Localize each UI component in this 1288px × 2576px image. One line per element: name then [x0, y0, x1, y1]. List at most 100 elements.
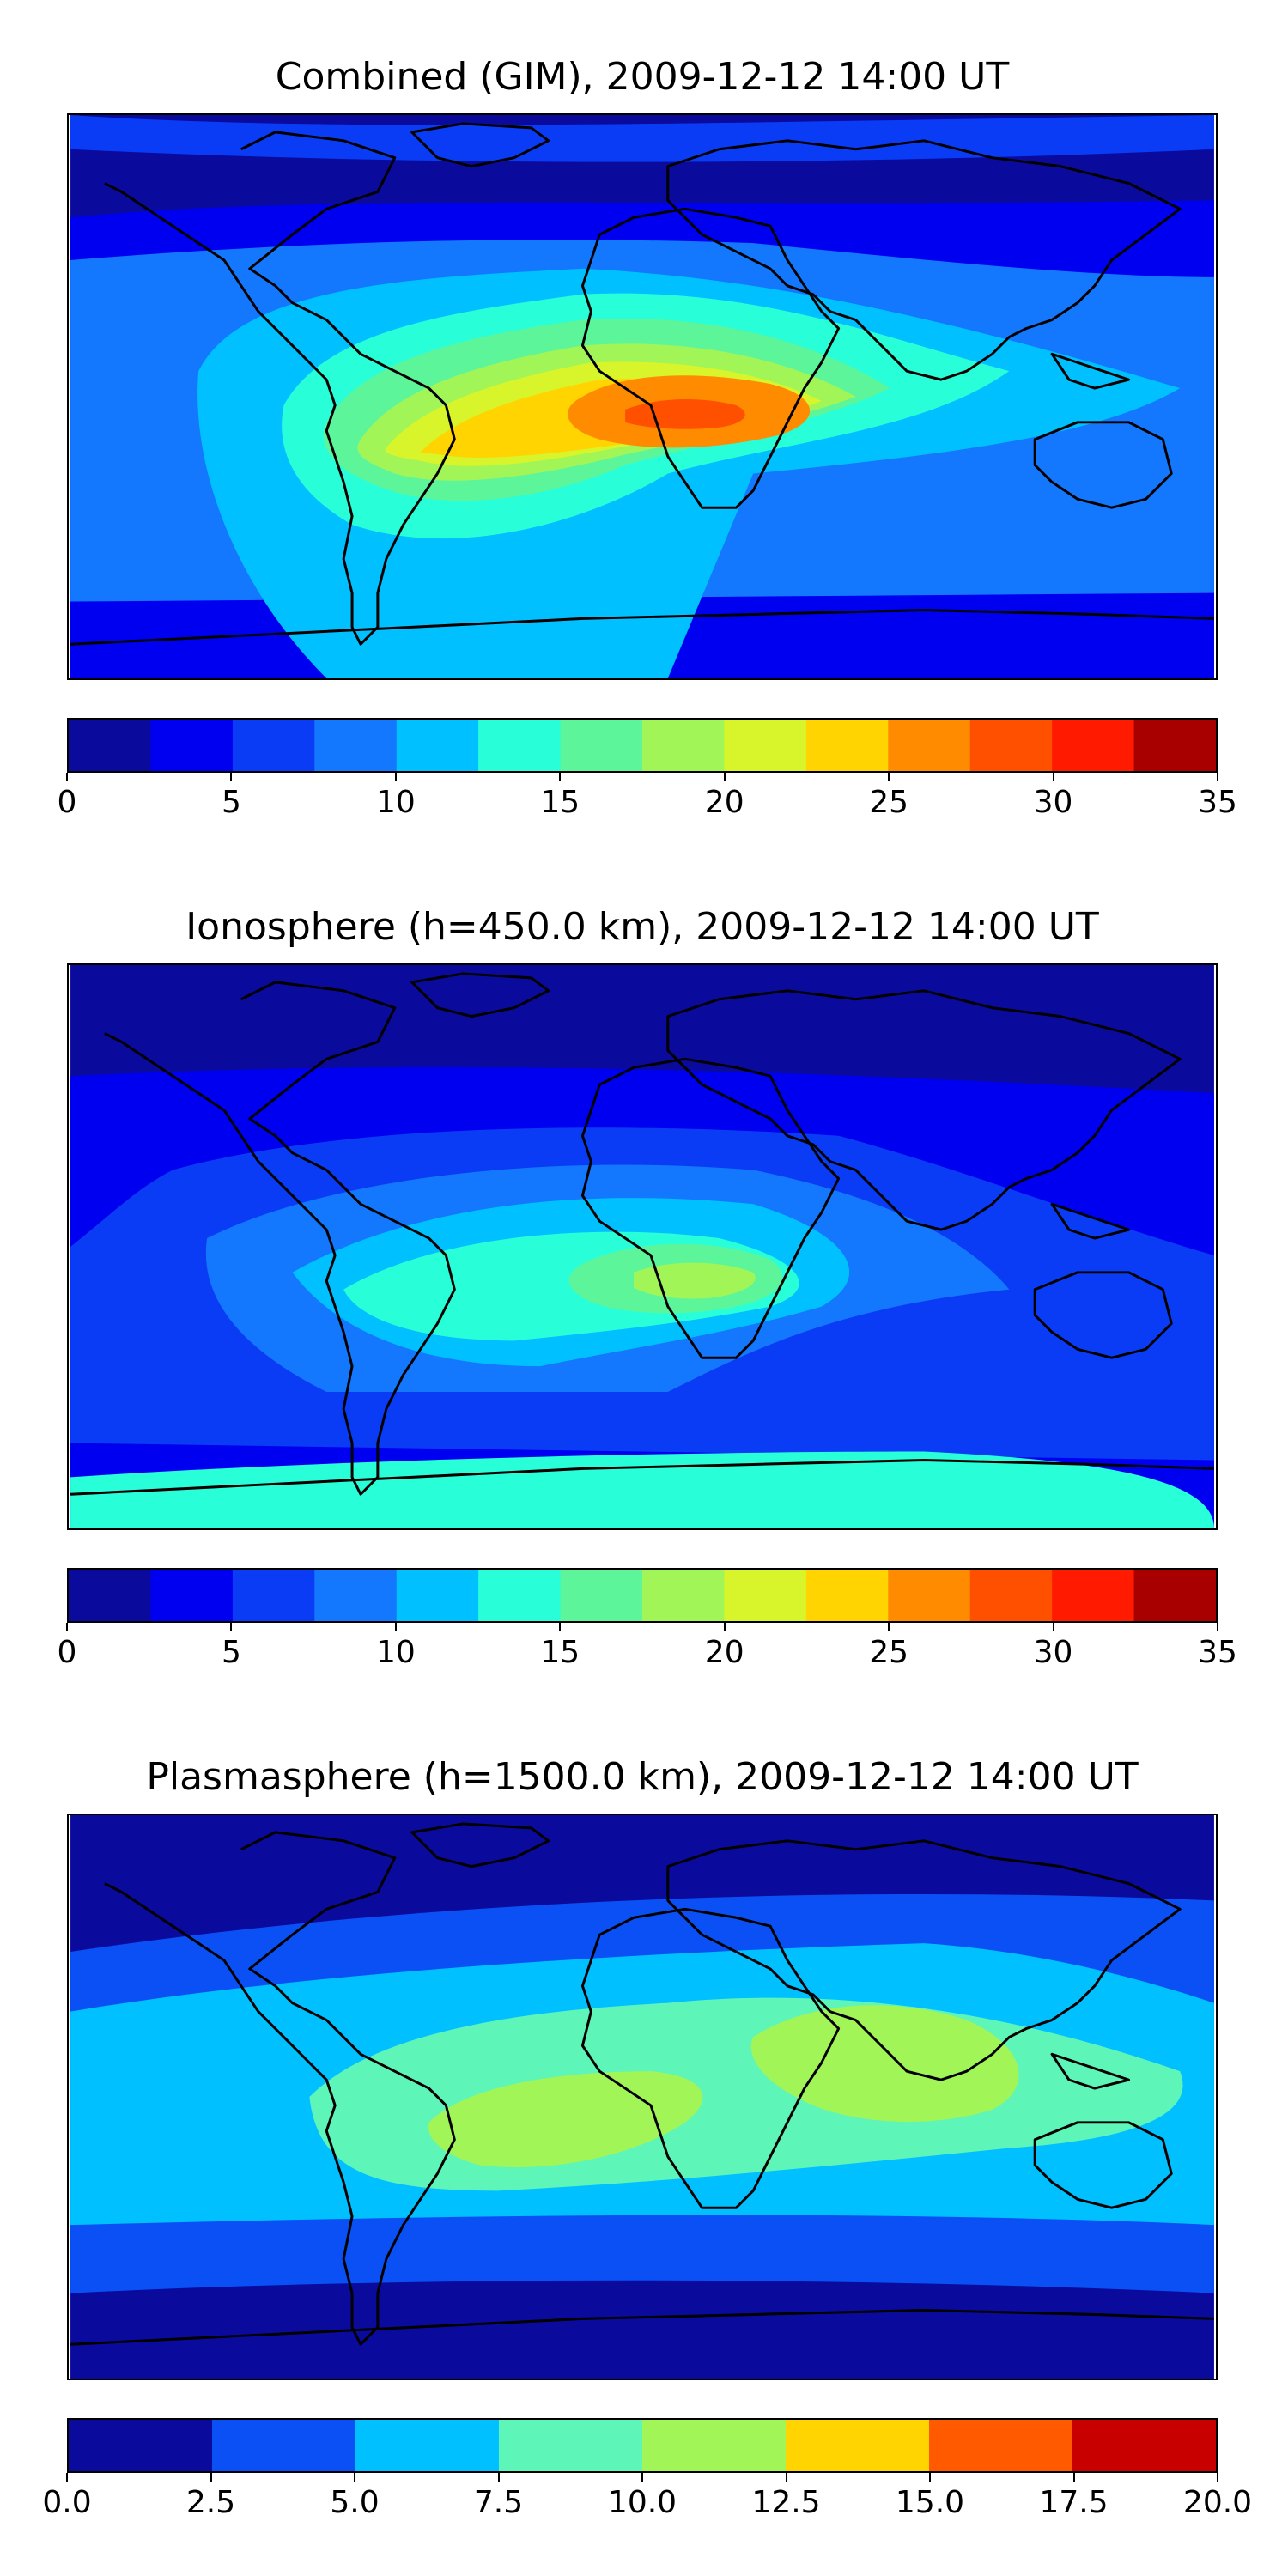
colorbar-tick-label: 17.5: [1039, 2485, 1109, 2520]
chart-title: Plasmasphere (h=1500.0 km), 2009-12-12 1…: [146, 1755, 1139, 1799]
colorbar-tick: [1217, 773, 1218, 781]
colorbar-tick-label: 25: [869, 785, 909, 820]
colorbar-swatch: [478, 1570, 562, 1621]
colorbar-tick-label: 7.5: [473, 2485, 524, 2520]
colorbar-swatch: [1072, 2420, 1216, 2471]
coastline: [580, 1907, 841, 2209]
coastline: [104, 981, 456, 1496]
colorbar-swatch: [69, 1570, 151, 1621]
colorbar-tick: [1052, 773, 1054, 781]
coastline: [104, 131, 456, 646]
colorbar-tick-label: 0: [57, 785, 77, 820]
colorbar-swatch: [642, 720, 725, 771]
colorbar-tick: [888, 1623, 890, 1631]
coastline: [410, 122, 550, 168]
colorbar-tick: [785, 2473, 787, 2482]
colorbar-tick: [210, 2473, 212, 2482]
colorbar-tick: [1072, 2473, 1075, 2482]
map-plot: [70, 965, 1214, 1528]
colorbar-swatch: [314, 720, 398, 771]
colorbar-swatch: [805, 720, 889, 771]
colorbar-swatch: [396, 1570, 479, 1621]
colorbar-swatch: [396, 720, 479, 771]
colorbar-swatch: [724, 720, 807, 771]
colorbar-tick: [1052, 1623, 1054, 1631]
colorbar-swatch: [314, 1570, 398, 1621]
tec-map-combined: [67, 113, 1218, 680]
coastline: [70, 2308, 1214, 2346]
colorbar-tick: [497, 2473, 500, 2482]
map-plot: [70, 1815, 1214, 2379]
coastline: [1050, 352, 1131, 390]
colorbar-tick-label: 10.0: [607, 2485, 677, 2520]
tec-map-ionosphere: [67, 963, 1218, 1530]
colorbar-tick: [559, 1623, 562, 1631]
colorbar-tick-label: 15: [540, 785, 580, 820]
colorbar-swatch: [929, 2420, 1073, 2471]
colorbar-swatch: [642, 1570, 725, 1621]
colorbar: [67, 1568, 1218, 1623]
colorbar-tick-label: 0.0: [42, 2485, 92, 2520]
colorbar-tick: [641, 2473, 643, 2482]
coastline: [70, 608, 1214, 646]
contour-region: [70, 115, 1214, 162]
coastline: [580, 1057, 841, 1359]
colorbar-swatch: [1052, 1570, 1135, 1621]
colorbar-tick-label: 35: [1198, 1635, 1237, 1670]
colorbar-swatch: [1133, 720, 1216, 771]
colorbar-tick-label: 20: [704, 1635, 744, 1670]
colorbar-swatch: [212, 2420, 356, 2471]
coastline: [1050, 1202, 1131, 1240]
colorbar-swatch: [232, 1570, 315, 1621]
colorbar-tick-label: 20.0: [1182, 2485, 1253, 2520]
colorbar-tick-label: 12.5: [751, 2485, 821, 2520]
tec-map-plasmasphere: [67, 1814, 1218, 2380]
map-plot: [70, 115, 1214, 678]
colorbar-tick: [888, 773, 890, 781]
colorbar-ticks: 0.0 2.5 5.0 7.5 10.0 12.5 15.0 17.5 20.0: [42, 2473, 1252, 2524]
colorbar: [67, 2418, 1218, 2473]
colorbar-tick-label: 5.0: [330, 2485, 380, 2520]
colorbar-tick-label: 15: [540, 1635, 580, 1670]
colorbar-tick: [1217, 1623, 1218, 1631]
colorbar-tick: [723, 773, 726, 781]
colorbar-swatch: [969, 1570, 1053, 1621]
colorbar-swatch: [150, 720, 234, 771]
colorbar-tick: [394, 773, 397, 781]
contour-region: [70, 1451, 1214, 1528]
colorbar-swatch: [560, 1570, 643, 1621]
colorbar-tick: [394, 1623, 397, 1631]
colorbar: [67, 718, 1218, 773]
colorbar-tick: [66, 2473, 68, 2482]
coastline: [1033, 1271, 1173, 1359]
colorbar-tick: [559, 773, 562, 781]
coastline: [1033, 421, 1173, 509]
coastline: [1033, 2121, 1173, 2209]
colorbar-tick-label: 30: [1033, 1635, 1073, 1670]
colorbar-tick-label: 5: [221, 785, 241, 820]
colorbar-swatch: [69, 2420, 213, 2471]
colorbar-tick-label: 30: [1033, 785, 1073, 820]
colorbar-swatch: [888, 1570, 971, 1621]
colorbar-swatch: [355, 2420, 500, 2471]
colorbar-swatch: [232, 720, 315, 771]
colorbar-tick-label: 15.0: [895, 2485, 965, 2520]
colorbar-swatch: [786, 2420, 930, 2471]
colorbar-tick: [66, 1623, 68, 1631]
contour-region: [750, 2005, 1019, 2122]
colorbar-ticks: 0 5 10 15 20 25 30 35: [58, 773, 1237, 824]
coastline: [70, 1458, 1214, 1496]
colorbar-tick: [66, 773, 68, 781]
colorbar-swatch: [642, 2420, 787, 2471]
colorbar-tick-label: 2.5: [185, 2485, 236, 2520]
colorbar-swatch: [724, 1570, 807, 1621]
colorbar-tick: [1217, 2473, 1218, 2482]
coastline: [410, 972, 550, 1018]
colorbar-swatch: [888, 720, 971, 771]
colorbar-tick-label: 10: [375, 785, 416, 820]
colorbar-swatch: [150, 1570, 234, 1621]
colorbar-swatch: [478, 720, 562, 771]
colorbar-tick-label: 0: [57, 1635, 77, 1670]
coastline: [666, 1839, 1182, 2081]
colorbar-swatch: [69, 720, 151, 771]
